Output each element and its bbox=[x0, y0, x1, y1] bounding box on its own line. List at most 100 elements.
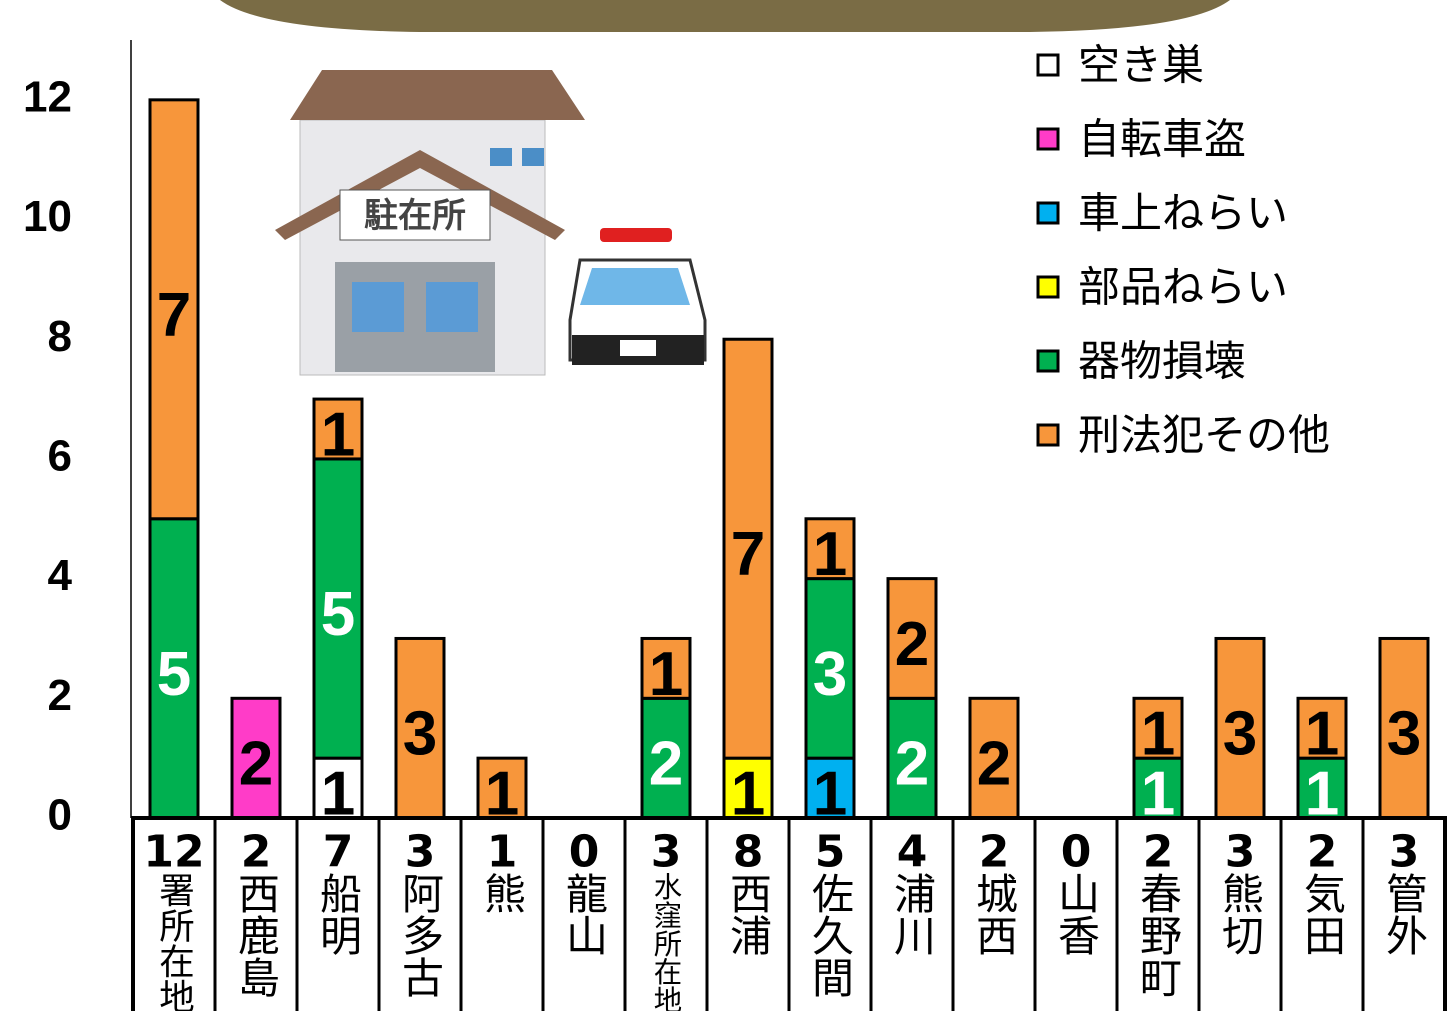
bar-segment bbox=[1132, 696, 1184, 760]
x-tick-label: 熊切 bbox=[1216, 872, 1265, 956]
data-label: 2 bbox=[649, 730, 683, 799]
category-total: 2 bbox=[979, 827, 1010, 878]
category-total: 3 bbox=[651, 827, 682, 878]
bar-segment bbox=[1296, 696, 1348, 760]
bar-segment bbox=[148, 98, 200, 521]
y-tick-label: 0 bbox=[48, 791, 72, 840]
category-total: 3 bbox=[1389, 827, 1420, 878]
bar-segment bbox=[886, 696, 938, 820]
x-tick-label: 阿多古 bbox=[396, 872, 445, 998]
x-tick-label: 船明 bbox=[314, 872, 363, 956]
legend-label: 器物損壊 bbox=[1078, 337, 1246, 386]
window bbox=[490, 148, 512, 166]
data-label: 7 bbox=[731, 520, 765, 589]
x-tick-label: 西鹿島 bbox=[232, 872, 281, 998]
data-label: 3 bbox=[813, 640, 847, 709]
legend-label: 刑法犯その他 bbox=[1078, 411, 1330, 460]
data-label: 5 bbox=[321, 580, 355, 649]
legend-swatch bbox=[1036, 423, 1060, 447]
legend-label: 部品ねらい bbox=[1078, 263, 1288, 312]
legend-swatch bbox=[1036, 275, 1060, 299]
car-plate bbox=[620, 340, 656, 356]
x-tick-label: 水窪所在地 bbox=[650, 872, 683, 1011]
y-tick-label: 10 bbox=[23, 192, 72, 241]
x-tick-label: 気田 bbox=[1298, 872, 1347, 956]
legend-label: 自転車盗 bbox=[1078, 115, 1246, 164]
category-total: 2 bbox=[1143, 827, 1174, 878]
category-total: 3 bbox=[1225, 827, 1256, 878]
category-total: 0 bbox=[569, 827, 600, 878]
bar-segment bbox=[968, 696, 1020, 820]
data-label: 3 bbox=[403, 700, 437, 769]
category-total: 2 bbox=[1307, 827, 1338, 878]
data-label: 7 bbox=[157, 281, 191, 350]
x-tick-label: 龍山 bbox=[560, 872, 609, 956]
car-windshield bbox=[580, 268, 690, 305]
data-label: 1 bbox=[1305, 700, 1339, 769]
x-tick-label: 春野町 bbox=[1134, 872, 1183, 998]
y-tick-label: 4 bbox=[48, 551, 73, 600]
category-total: 4 bbox=[897, 827, 928, 878]
police-illustration: 駐在所 bbox=[275, 70, 707, 376]
x-tick-label: 西浦 bbox=[724, 872, 773, 956]
data-label: 3 bbox=[1223, 700, 1257, 769]
bar-segment bbox=[886, 577, 938, 700]
category-total: 8 bbox=[733, 827, 764, 878]
data-label: 2 bbox=[239, 730, 273, 799]
category-total: 7 bbox=[323, 827, 354, 878]
x-tick-label: 山香 bbox=[1052, 872, 1101, 956]
y-tick-label: 8 bbox=[48, 312, 72, 361]
category-total: 3 bbox=[405, 827, 436, 878]
y-tick-label: 12 bbox=[23, 72, 72, 121]
data-label: 2 bbox=[895, 730, 929, 799]
category-total: 0 bbox=[1061, 827, 1092, 878]
legend-swatch bbox=[1036, 53, 1060, 77]
title-banner bbox=[220, 0, 1230, 32]
window bbox=[522, 148, 544, 166]
data-label: 1 bbox=[321, 401, 355, 470]
bar-segment bbox=[312, 397, 364, 461]
x-tick-label: 署所在地 bbox=[154, 872, 195, 1011]
legend-swatch bbox=[1036, 349, 1060, 373]
category-total: 5 bbox=[815, 827, 846, 878]
x-tick-label: 管外 bbox=[1380, 872, 1429, 956]
bar-segment bbox=[804, 517, 856, 581]
data-label: 5 bbox=[157, 640, 191, 709]
bar-segment bbox=[640, 696, 692, 820]
category-total: 1 bbox=[487, 827, 518, 878]
bar-segment bbox=[1214, 636, 1266, 820]
sign-board bbox=[339, 189, 491, 241]
bar-segment bbox=[804, 577, 856, 760]
y-tick-label: 6 bbox=[48, 432, 72, 481]
y-tick-label: 2 bbox=[48, 671, 72, 720]
data-label: 2 bbox=[895, 610, 929, 679]
bar-segment bbox=[476, 756, 528, 820]
house-roof bbox=[290, 70, 585, 120]
bar-segment bbox=[394, 636, 446, 820]
x-tick-label: 城西 bbox=[970, 872, 1019, 956]
house-gable bbox=[275, 150, 565, 240]
legend-swatch bbox=[1036, 201, 1060, 225]
data-label: 3 bbox=[1387, 700, 1421, 769]
bar-segment bbox=[1378, 636, 1430, 820]
data-label: 1 bbox=[649, 640, 683, 709]
siren bbox=[600, 228, 672, 242]
data-label: 1 bbox=[813, 520, 847, 589]
bar-segment bbox=[722, 756, 774, 820]
sign-text: 駐在所 bbox=[364, 196, 466, 236]
data-label: 1 bbox=[1141, 700, 1175, 769]
legend-label: 空き巣 bbox=[1078, 41, 1204, 90]
data-label: 2 bbox=[977, 730, 1011, 799]
legend-swatch bbox=[1036, 127, 1060, 151]
category-total: 2 bbox=[241, 827, 272, 878]
category-total: 12 bbox=[143, 827, 204, 878]
bar-segment bbox=[804, 756, 856, 820]
bar-segment bbox=[640, 636, 692, 700]
bar-segment bbox=[722, 337, 774, 760]
x-tick-label: 佐久間 bbox=[806, 872, 855, 998]
door-window bbox=[426, 282, 478, 332]
x-tick-label: 熊 bbox=[478, 872, 527, 914]
door-window bbox=[352, 282, 404, 332]
x-tick-label: 浦川 bbox=[888, 872, 937, 956]
